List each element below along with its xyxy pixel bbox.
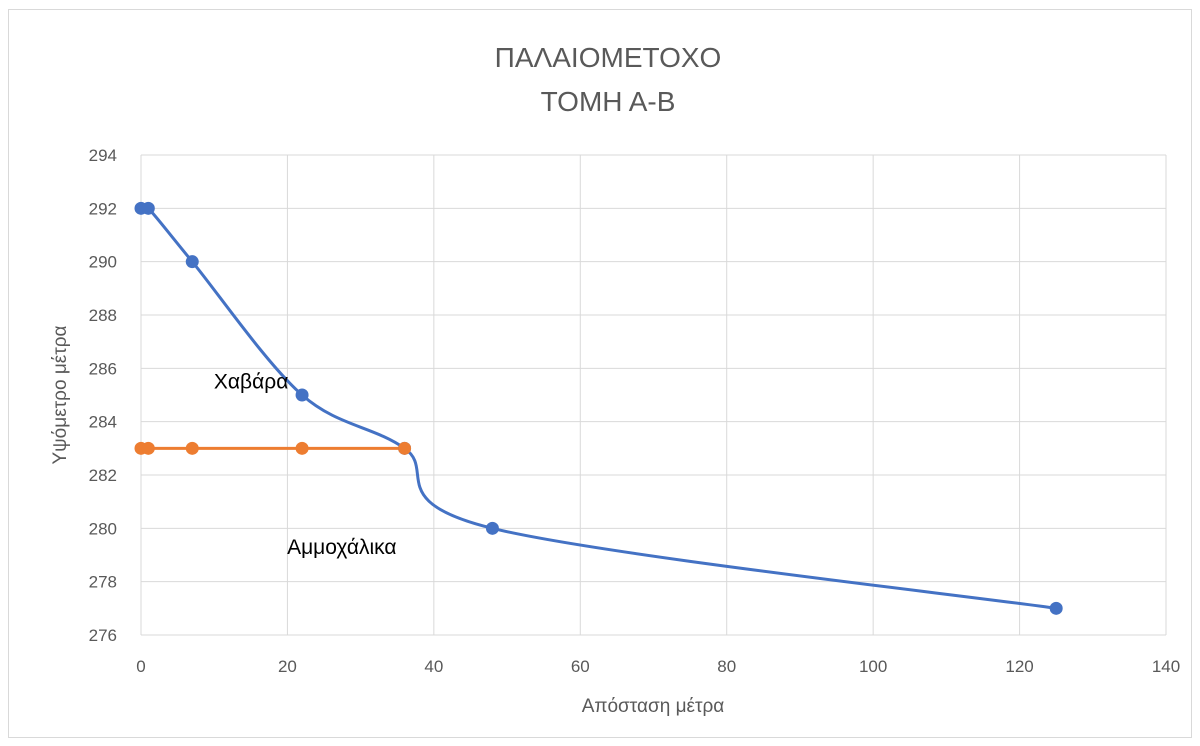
x-tick-label: 100 bbox=[859, 657, 887, 676]
y-tick-label: 290 bbox=[89, 253, 117, 272]
x-tick-label: 80 bbox=[717, 657, 736, 676]
x-tick-label: 140 bbox=[1152, 657, 1180, 676]
x-tick-label: 0 bbox=[136, 657, 145, 676]
x-axis-title: Απόσταση μέτρα bbox=[582, 696, 725, 717]
series-1-point bbox=[185, 255, 199, 269]
x-tick-label: 120 bbox=[1005, 657, 1033, 676]
y-axis-title: Υψόμετρο μέτρα bbox=[50, 325, 71, 464]
series-1-point bbox=[141, 201, 155, 215]
series-1-point bbox=[295, 388, 309, 402]
series-1-point bbox=[485, 521, 499, 535]
chart-frame bbox=[8, 9, 1192, 738]
x-tick-label: 20 bbox=[278, 657, 297, 676]
y-tick-label: 280 bbox=[89, 519, 117, 538]
data-points bbox=[134, 201, 1063, 615]
y-tick-label: 276 bbox=[89, 626, 117, 645]
series-1-line bbox=[139, 202, 1058, 610]
y-tick-label: 294 bbox=[89, 146, 117, 165]
gridlines bbox=[140, 154, 1167, 636]
series-lines bbox=[139, 202, 1058, 610]
x-tick-label: 40 bbox=[424, 657, 443, 676]
y-tick-label: 282 bbox=[89, 466, 117, 485]
x-tick-label: 60 bbox=[571, 657, 590, 676]
y-tick-label: 292 bbox=[89, 199, 117, 218]
y-tick-label: 278 bbox=[89, 573, 117, 592]
series-2-point bbox=[295, 441, 309, 455]
y-tick-label: 286 bbox=[89, 359, 117, 378]
y-tick-label: 284 bbox=[89, 413, 117, 432]
annotation-ammochalika: Αμμοχάλικα bbox=[287, 536, 396, 559]
series-2-point bbox=[141, 441, 155, 455]
tick-labels: 276 278 280 282 284 286 288 290 292 294 0 20 40 60 80 1… bbox=[89, 146, 1181, 676]
chart-title-line-2: ΤΟΜΗ Α-Β bbox=[541, 86, 676, 117]
y-tick-label: 288 bbox=[89, 306, 117, 325]
series-1-point bbox=[1049, 601, 1063, 615]
annotation-chavara: Χαβάρα bbox=[214, 371, 288, 394]
chart-title-line-1: ΠΑΛΑΙΟΜΕΤΟΧΟ bbox=[495, 42, 722, 73]
series-2-point bbox=[185, 441, 199, 455]
series-2-point bbox=[398, 441, 412, 455]
